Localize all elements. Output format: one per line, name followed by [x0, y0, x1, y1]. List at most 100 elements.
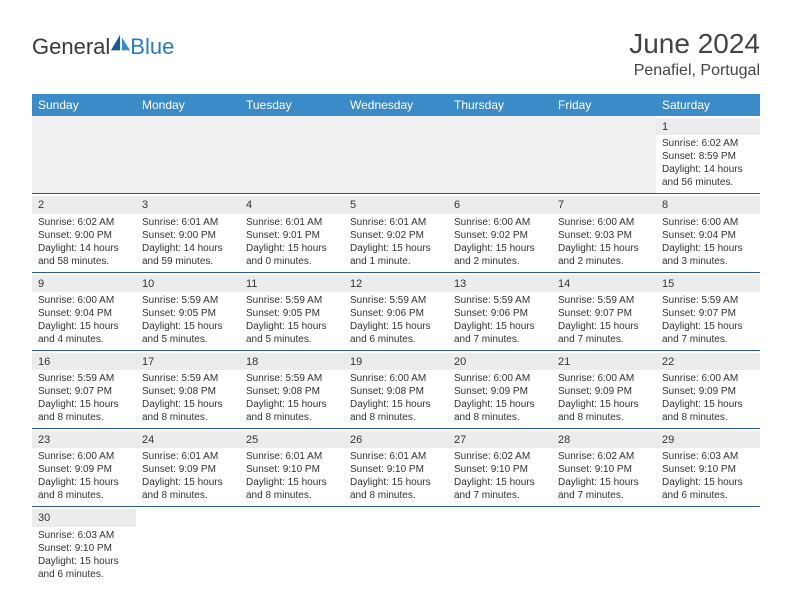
calendar-cell: 3Sunrise: 6:01 AMSunset: 9:00 PMDaylight… — [136, 194, 240, 272]
sunrise-text: Sunrise: 6:01 AM — [142, 450, 234, 463]
daylight-text: Daylight: 15 hours — [246, 476, 338, 489]
daylight-text: and 2 minutes. — [454, 255, 546, 268]
sunset-text: Sunset: 9:00 PM — [142, 229, 234, 242]
sunset-text: Sunset: 9:09 PM — [38, 463, 130, 476]
calendar-page: General Blue June 2024 Penafiel, Portuga… — [0, 0, 792, 585]
daylight-text: and 6 minutes. — [38, 568, 130, 581]
daylight-text: and 7 minutes. — [454, 333, 546, 346]
calendar-cell: 30Sunrise: 6:03 AMSunset: 9:10 PMDayligh… — [32, 507, 136, 585]
day-number: 2 — [32, 196, 136, 213]
sunset-text: Sunset: 9:09 PM — [142, 463, 234, 476]
calendar-cell: 18Sunrise: 5:59 AMSunset: 9:08 PMDayligh… — [240, 350, 344, 428]
calendar-body: 1Sunrise: 6:02 AMSunset: 8:59 PMDaylight… — [32, 116, 760, 585]
sunset-text: Sunset: 9:10 PM — [246, 463, 338, 476]
logo-text-blue: Blue — [130, 34, 174, 60]
calendar-cell-empty — [552, 116, 656, 194]
daylight-text: and 8 minutes. — [350, 411, 442, 424]
daylight-text: Daylight: 15 hours — [454, 398, 546, 411]
sunrise-text: Sunrise: 6:00 AM — [38, 294, 130, 307]
calendar-cell-empty — [136, 507, 240, 585]
daylight-text: and 3 minutes. — [662, 255, 754, 268]
day-number: 9 — [32, 275, 136, 292]
calendar-cell: 2Sunrise: 6:02 AMSunset: 9:00 PMDaylight… — [32, 194, 136, 272]
sunrise-text: Sunrise: 6:02 AM — [38, 216, 130, 229]
weekday-header: Wednesday — [344, 94, 448, 116]
sunset-text: Sunset: 9:02 PM — [454, 229, 546, 242]
daylight-text: and 8 minutes. — [142, 489, 234, 502]
calendar-cell-empty — [344, 507, 448, 585]
sunrise-text: Sunrise: 6:03 AM — [38, 529, 130, 542]
day-number: 7 — [552, 196, 656, 213]
sunset-text: Sunset: 9:08 PM — [350, 385, 442, 398]
daylight-text: Daylight: 15 hours — [558, 242, 650, 255]
daylight-text: Daylight: 15 hours — [142, 476, 234, 489]
calendar-cell: 20Sunrise: 6:00 AMSunset: 9:09 PMDayligh… — [448, 350, 552, 428]
daylight-text: Daylight: 15 hours — [246, 398, 338, 411]
day-number: 27 — [448, 431, 552, 448]
sunset-text: Sunset: 9:04 PM — [38, 307, 130, 320]
daylight-text: and 5 minutes. — [246, 333, 338, 346]
sunset-text: Sunset: 9:03 PM — [558, 229, 650, 242]
calendar-week-row: 9 Sunrise: 6:00 AMSunset: 9:04 PM Daylight… — [32, 272, 760, 350]
calendar-cell: 10Sunrise: 5:59 AMSunset: 9:05 PMDayligh… — [136, 272, 240, 350]
calendar-cell-empty — [448, 116, 552, 194]
sunrise-text: Sunrise: 5:59 AM — [350, 294, 442, 307]
daylight-text: Daylight: 15 hours — [142, 398, 234, 411]
daylight-text: Daylight: 15 hours — [38, 398, 130, 411]
sunrise-text: Sunrise: 6:00 AM — [662, 216, 754, 229]
calendar-cell: 24Sunrise: 6:01 AMSunset: 9:09 PMDayligh… — [136, 429, 240, 507]
sunset-text: Sunset: 9:10 PM — [350, 463, 442, 476]
sunset-text: Sunset: 9:05 PM — [246, 307, 338, 320]
calendar-week-row: 30Sunrise: 6:03 AMSunset: 9:10 PMDayligh… — [32, 507, 760, 585]
calendar-cell-empty — [32, 116, 136, 194]
daylight-text: and 59 minutes. — [142, 255, 234, 268]
sunrise-text: Sunrise: 5:59 AM — [246, 294, 338, 307]
sunrise-text: Sunrise: 6:02 AM — [662, 137, 754, 150]
header: General Blue June 2024 Penafiel, Portuga… — [32, 28, 760, 80]
sunrise-text: Sunrise: 6:03 AM — [662, 450, 754, 463]
calendar-cell: 12Sunrise: 5:59 AMSunset: 9:06 PMDayligh… — [344, 272, 448, 350]
day-number: 30 — [32, 509, 136, 526]
daylight-text: Daylight: 15 hours — [454, 242, 546, 255]
day-number: 22 — [656, 353, 760, 370]
calendar-cell-empty — [136, 116, 240, 194]
calendar-cell: 27Sunrise: 6:02 AMSunset: 9:10 PMDayligh… — [448, 429, 552, 507]
daylight-text: and 6 minutes. — [350, 333, 442, 346]
sunset-text: Sunset: 9:10 PM — [454, 463, 546, 476]
daylight-text: and 6 minutes. — [662, 489, 754, 502]
daylight-text: and 7 minutes. — [558, 489, 650, 502]
calendar-week-row: 16Sunrise: 5:59 AMSunset: 9:07 PMDayligh… — [32, 350, 760, 428]
calendar-week-row: 2 Sunrise: 6:02 AM Sunset: 9:00 PM Daylight… — [32, 194, 760, 272]
sunrise-text: Sunrise: 5:59 AM — [454, 294, 546, 307]
logo-sail-icon — [110, 33, 132, 53]
daylight-text: and 0 minutes. — [246, 255, 338, 268]
day-number: 23 — [32, 431, 136, 448]
sunset-text: Sunset: 8:59 PM — [662, 150, 754, 163]
day-number: 25 — [240, 431, 344, 448]
sunrise-text: Sunrise: 5:59 AM — [246, 372, 338, 385]
weekday-header: Monday — [136, 94, 240, 116]
daylight-text: and 58 minutes. — [38, 255, 130, 268]
calendar-cell: 4Sunrise: 6:01 AMSunset: 9:01 PMDaylight… — [240, 194, 344, 272]
day-number: 11 — [240, 275, 344, 292]
calendar-cell: 22Sunrise: 6:00 AMSunset: 9:09 PMDayligh… — [656, 350, 760, 428]
daylight-text: Daylight: 15 hours — [142, 320, 234, 333]
sunset-text: Sunset: 9:09 PM — [558, 385, 650, 398]
daylight-text: and 7 minutes. — [454, 489, 546, 502]
day-number: 12 — [344, 275, 448, 292]
weekday-header-row: Sunday Monday Tuesday Wednesday Thursday… — [32, 94, 760, 116]
calendar-cell: 8Sunrise: 6:00 AMSunset: 9:04 PMDaylight… — [656, 194, 760, 272]
day-number: 21 — [552, 353, 656, 370]
daylight-text: Daylight: 15 hours — [350, 398, 442, 411]
daylight-text: and 1 minute. — [350, 255, 442, 268]
day-number: 18 — [240, 353, 344, 370]
sunrise-text: Sunrise: 5:59 AM — [558, 294, 650, 307]
month-title: June 2024 — [629, 28, 760, 60]
calendar-week-row: 23Sunrise: 6:00 AMSunset: 9:09 PMDayligh… — [32, 429, 760, 507]
sunset-text: Sunset: 9:05 PM — [142, 307, 234, 320]
daylight-text: Daylight: 15 hours — [350, 320, 442, 333]
sunrise-text: Sunrise: 6:00 AM — [350, 372, 442, 385]
daylight-text: and 7 minutes. — [558, 333, 650, 346]
daylight-text: and 8 minutes. — [662, 411, 754, 424]
sunset-text: Sunset: 9:04 PM — [662, 229, 754, 242]
